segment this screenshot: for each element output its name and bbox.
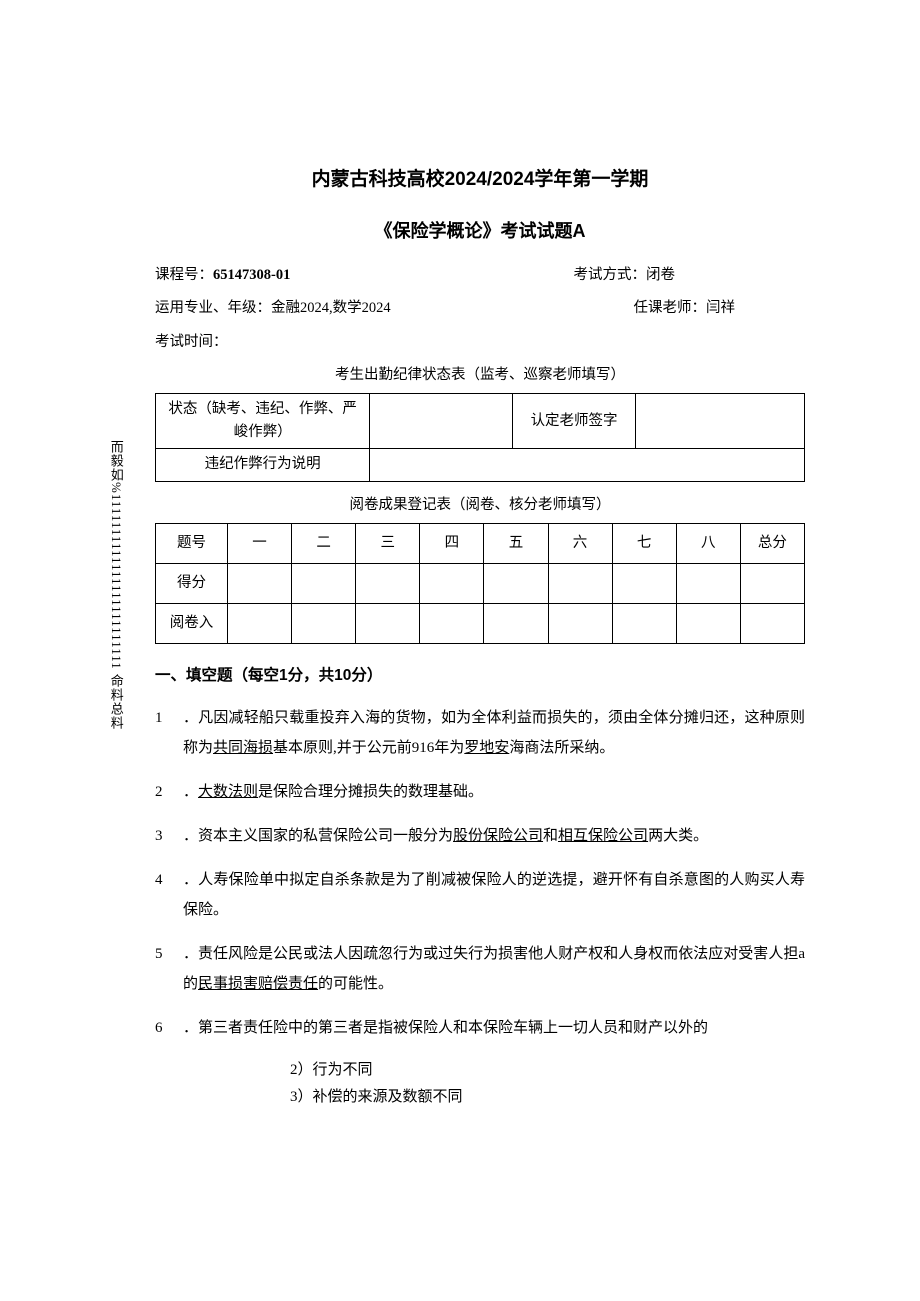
blank: 罗地安 bbox=[464, 740, 509, 756]
question-num: 6 bbox=[155, 1013, 183, 1043]
question-num: 4 bbox=[155, 865, 183, 925]
sub-line: 2）行为不同 bbox=[290, 1057, 805, 1084]
text: 的可能性。 bbox=[318, 976, 393, 992]
cell: 四 bbox=[420, 523, 484, 563]
cell bbox=[292, 563, 356, 603]
cell: 一 bbox=[227, 523, 291, 563]
table-row: 阅卷入 bbox=[156, 604, 805, 644]
cell: 二 bbox=[292, 523, 356, 563]
table-row: 题号 一 二 三 四 五 六 七 八 总分 bbox=[156, 523, 805, 563]
cell bbox=[227, 563, 291, 603]
exam-time-label: 考试时间： bbox=[155, 331, 805, 354]
text: ．资本主义国家的私营保险公司一般分为 bbox=[183, 828, 453, 844]
text: 基本原则,并于公元前916年为 bbox=[273, 740, 464, 756]
cell bbox=[636, 393, 805, 448]
question-body: ．第三者责任险中的第三者是指被保险人和本保险车辆上一切人员和财产以外的 bbox=[183, 1013, 805, 1043]
cell bbox=[676, 604, 740, 644]
cell: 阅卷入 bbox=[156, 604, 228, 644]
cell bbox=[612, 604, 676, 644]
cell: 违纪作弊行为说明 bbox=[156, 449, 370, 481]
question-item: 2 ．大数法则是保险合理分摊损失的数理基础。 bbox=[155, 777, 805, 807]
cell bbox=[612, 563, 676, 603]
scores-caption: 阅卷成果登记表（阅卷、核分老师填写） bbox=[155, 494, 805, 517]
question-num: 5 bbox=[155, 939, 183, 999]
cell bbox=[370, 393, 513, 448]
cell bbox=[420, 563, 484, 603]
text: 海商法所采纳。 bbox=[509, 740, 614, 756]
cell bbox=[548, 604, 612, 644]
table-row: 得分 bbox=[156, 563, 805, 603]
cell bbox=[370, 449, 805, 481]
cell bbox=[484, 604, 548, 644]
course-value: 65147308-01 bbox=[213, 267, 290, 283]
blank: 大数法则 bbox=[198, 784, 258, 800]
attendance-table: 状态（缺考、违纪、作弊、严峻作弊） 认定老师签字 违纪作弊行为说明 bbox=[155, 393, 805, 482]
question-num: 1 bbox=[155, 703, 183, 763]
cell: 得分 bbox=[156, 563, 228, 603]
text: 和 bbox=[543, 828, 558, 844]
info-row-3: 考试时间： bbox=[155, 331, 805, 354]
question-body: ．人寿保险单中拟定自杀条款是为了削减被保险人的逆选提，避开怀有自杀意图的人购买人… bbox=[183, 865, 805, 925]
blank: 股份保险公司 bbox=[453, 828, 543, 844]
table-row: 状态（缺考、违纪、作弊、严峻作弊） 认定老师签字 bbox=[156, 393, 805, 448]
cell: 认定老师签字 bbox=[512, 393, 635, 448]
text: 是保险合理分摊损失的数理基础。 bbox=[258, 784, 483, 800]
blank: 相互保险公司 bbox=[558, 828, 648, 844]
scores-table: 题号 一 二 三 四 五 六 七 八 总分 得分 阅卷入 bbox=[155, 523, 805, 645]
question-list: 1 ．凡因减轻船只载重投弃入海的货物，如为全体利益而损失的，须由全体分摊归还，这… bbox=[155, 703, 805, 1043]
side-vertical-text: 而毅如%1111111111111111111111111 命料总料 bbox=[105, 440, 126, 800]
exam-type: 考试方式：闭卷 bbox=[574, 264, 806, 287]
question-body: ．资本主义国家的私营保险公司一般分为股份保险公司和相互保险公司两大类。 bbox=[183, 821, 805, 851]
cell bbox=[676, 563, 740, 603]
question-item: 6 ．第三者责任险中的第三者是指被保险人和本保险车辆上一切人员和财产以外的 bbox=[155, 1013, 805, 1043]
cell bbox=[292, 604, 356, 644]
major-label: 运用专业、年级：金融2024,数学2024 bbox=[155, 297, 634, 320]
question-body: ．责任风险是公民或法人因疏忽行为或过失行为损害他人财产权和人身权而依法应对受害人… bbox=[183, 939, 805, 999]
section-title: 一、填空题（每空1分，共10分） bbox=[155, 664, 805, 689]
cell: 总分 bbox=[740, 523, 804, 563]
cell: 状态（缺考、违纪、作弊、严峻作弊） bbox=[156, 393, 370, 448]
question-item: 3 ．资本主义国家的私营保险公司一般分为股份保险公司和相互保险公司两大类。 bbox=[155, 821, 805, 851]
cell bbox=[356, 604, 420, 644]
cell bbox=[356, 563, 420, 603]
cell bbox=[227, 604, 291, 644]
cell bbox=[740, 604, 804, 644]
cell bbox=[484, 563, 548, 603]
teacher-label: 任课老师：闫祥 bbox=[634, 297, 806, 320]
cell: 题号 bbox=[156, 523, 228, 563]
course-label: 课程号： bbox=[155, 267, 213, 283]
sub-lines: 2）行为不同 3）补偿的来源及数额不同 bbox=[290, 1057, 805, 1111]
question-body: ．凡因减轻船只载重投弃入海的货物，如为全体利益而损失的，须由全体分摊归还，这种原… bbox=[183, 703, 805, 763]
question-item: 1 ．凡因减轻船只载重投弃入海的货物，如为全体利益而损失的，须由全体分摊归还，这… bbox=[155, 703, 805, 763]
cell: 三 bbox=[356, 523, 420, 563]
question-num: 3 bbox=[155, 821, 183, 851]
text: ． bbox=[183, 784, 198, 800]
table-row: 违纪作弊行为说明 bbox=[156, 449, 805, 481]
text: 两大类。 bbox=[648, 828, 708, 844]
blank: 民事损害赔偿责任 bbox=[198, 976, 318, 992]
cell: 八 bbox=[676, 523, 740, 563]
question-item: 5 ．责任风险是公民或法人因疏忽行为或过失行为损害他人财产权和人身权而依法应对受… bbox=[155, 939, 805, 999]
cell bbox=[740, 563, 804, 603]
cell bbox=[420, 604, 484, 644]
cell: 五 bbox=[484, 523, 548, 563]
question-body: ．大数法则是保险合理分摊损失的数理基础。 bbox=[183, 777, 805, 807]
title-sub: 《保险学概论》考试试题A bbox=[155, 217, 805, 246]
cell bbox=[548, 563, 612, 603]
attendance-caption: 考生出勤纪律状态表（监考、巡察老师填写） bbox=[155, 364, 805, 387]
title-main: 内蒙古科技高校2024/2024学年第一学期 bbox=[155, 165, 805, 195]
blank: 共同海损 bbox=[213, 740, 273, 756]
question-item: 4 ．人寿保险单中拟定自杀条款是为了削减被保险人的逆选提，避开怀有自杀意图的人购… bbox=[155, 865, 805, 925]
question-num: 2 bbox=[155, 777, 183, 807]
info-row-2: 运用专业、年级：金融2024,数学2024 任课老师：闫祥 bbox=[155, 297, 805, 320]
info-row-1: 课程号：65147308-01 考试方式：闭卷 bbox=[155, 264, 805, 287]
cell: 六 bbox=[548, 523, 612, 563]
sub-line: 3）补偿的来源及数额不同 bbox=[290, 1084, 805, 1111]
cell: 七 bbox=[612, 523, 676, 563]
